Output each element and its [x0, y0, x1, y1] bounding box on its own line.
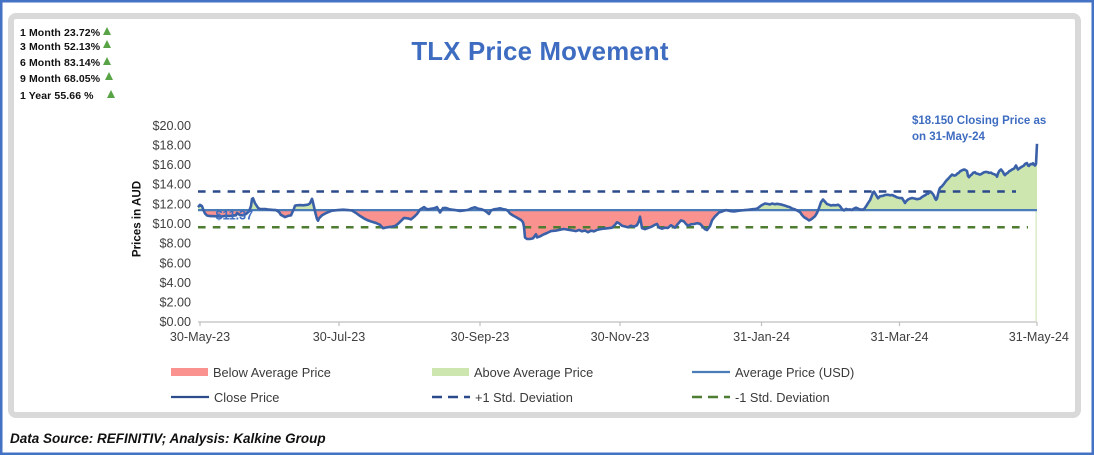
svg-text:$18.00: $18.00 — [152, 138, 191, 152]
svg-text:31-Jan-24: 31-Jan-24 — [733, 330, 790, 344]
svg-text:$18.150 Closing Price as: $18.150 Closing Price as — [912, 115, 1046, 127]
svg-text:$0.00: $0.00 — [159, 315, 191, 329]
svg-text:31-Mar-24: 31-Mar-24 — [870, 330, 928, 344]
svg-text:$6.00: $6.00 — [159, 256, 191, 270]
svg-text:$20.00: $20.00 — [152, 119, 191, 133]
svg-text:$14.00: $14.00 — [152, 178, 191, 192]
svg-text:30-Sep-23: 30-Sep-23 — [451, 330, 510, 344]
svg-text:30-Jul-23: 30-Jul-23 — [313, 330, 366, 344]
svg-text:$2.00: $2.00 — [159, 296, 191, 310]
svg-text:$16.00: $16.00 — [152, 158, 191, 172]
svg-text:$10.00: $10.00 — [152, 217, 191, 231]
svg-text:Prices in AUD: Prices in AUD — [131, 181, 144, 257]
svg-text:$11.37: $11.37 — [216, 209, 254, 223]
svg-text:30-Nov-23: 30-Nov-23 — [591, 330, 650, 344]
svg-text:$8.00: $8.00 — [159, 237, 191, 251]
svg-text:$12.00: $12.00 — [152, 197, 191, 211]
svg-text:31-May-24: 31-May-24 — [1009, 330, 1069, 344]
svg-text:$4.00: $4.00 — [159, 276, 191, 290]
svg-text:30-May-23: 30-May-23 — [170, 330, 230, 344]
svg-text:on 31-May-24: on 31-May-24 — [912, 131, 985, 143]
